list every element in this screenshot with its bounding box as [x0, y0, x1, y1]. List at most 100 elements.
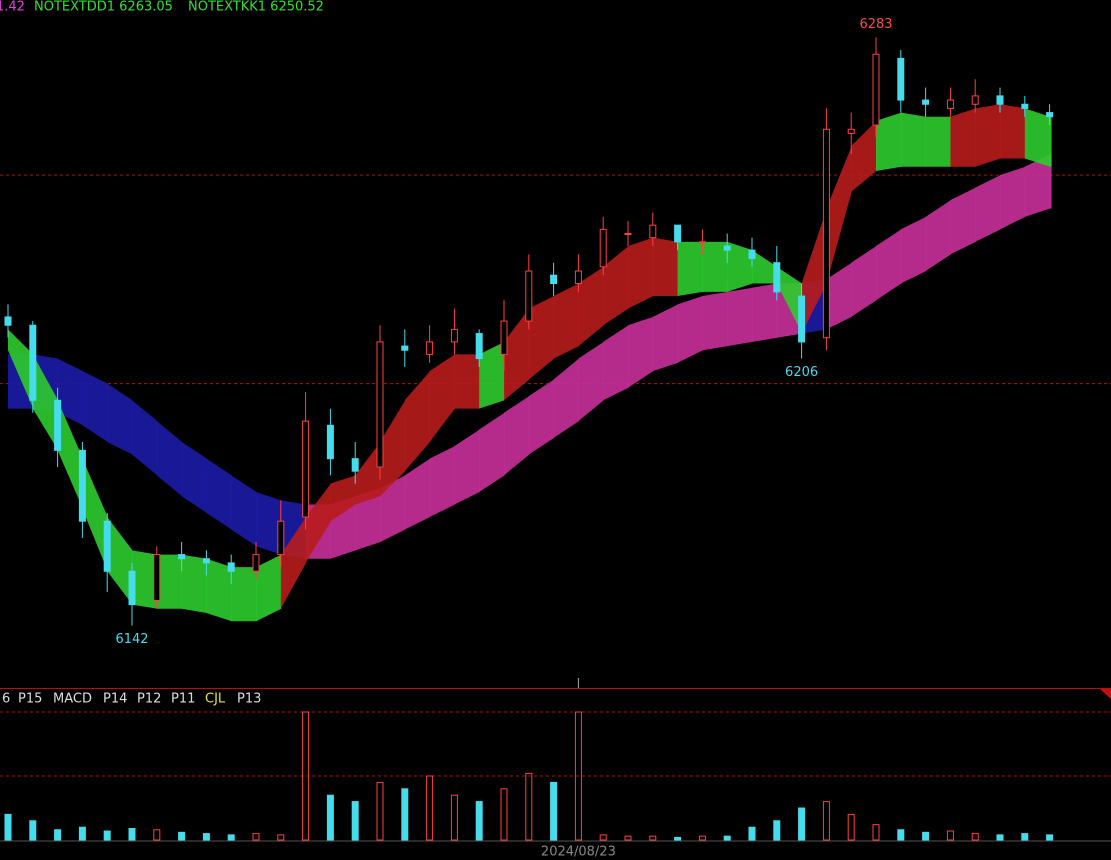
volume-bar: [773, 820, 781, 841]
ribbon-segment: [256, 554, 282, 622]
volume-bar: [227, 834, 235, 841]
ribbon-segment: [8, 329, 34, 409]
tab[interactable]: P15: [18, 692, 42, 707]
ribbon-segment: [578, 341, 604, 422]
candle-body: [178, 554, 186, 560]
ribbon-segment: [206, 458, 232, 530]
ribbon-segment: [702, 241, 728, 292]
ribbon-segment: [280, 517, 307, 609]
ribbon-segment: [132, 400, 158, 476]
ribbon-segment: [553, 358, 579, 438]
volume-bar: [153, 829, 161, 841]
volume-bar: [475, 801, 483, 841]
tab[interactable]: P13: [237, 692, 261, 707]
candle-body: [847, 128, 855, 134]
ribbon-segment: [975, 104, 1001, 167]
ribbon-segment: [776, 266, 803, 334]
candle-body: [29, 324, 37, 401]
candle-body: [1046, 112, 1054, 118]
tab[interactable]: 6: [2, 692, 10, 707]
volume-bar: [351, 801, 359, 841]
volume-bar: [599, 834, 607, 841]
ribbon-segment: [1024, 154, 1051, 217]
volume-bar: [401, 788, 409, 841]
ribbon-segment: [454, 354, 480, 409]
ribbon-segment: [900, 216, 927, 284]
ribbon-segment: [603, 325, 629, 401]
candle-body: [946, 99, 954, 109]
volume-bar: [897, 829, 905, 841]
volume-bar: [103, 830, 111, 841]
candle-body: [599, 228, 607, 268]
volume-bar: [550, 781, 558, 841]
candle-body: [971, 95, 979, 105]
candle-body: [277, 520, 285, 556]
volume-bar: [624, 835, 632, 841]
ribbon-segment: [851, 120, 877, 192]
ribbon-segment: [380, 475, 406, 543]
ribbon-segment: [504, 396, 530, 476]
candle-body: [376, 341, 384, 468]
volume-bar: [649, 835, 657, 841]
candle-body: [773, 262, 781, 293]
volume-bar: [822, 801, 830, 841]
candle-body: [401, 345, 409, 351]
tab[interactable]: CJL: [205, 692, 226, 707]
tab[interactable]: P12: [137, 692, 161, 707]
ribbon-segment: [231, 567, 257, 622]
ribbon-segment: [156, 421, 183, 497]
ribbon-segment: [628, 237, 654, 309]
tab[interactable]: P11: [171, 692, 195, 707]
candle-body: [351, 458, 359, 472]
ribbon-segment: [578, 266, 604, 347]
ribbon-segment: [925, 200, 951, 272]
ribbon-segment: [727, 287, 753, 347]
candle-body: [128, 570, 136, 606]
ribbon-segment: [355, 487, 381, 551]
candle-body: [326, 424, 334, 460]
ribbon-segment: [975, 175, 1001, 242]
volume-bar: [748, 826, 756, 841]
volume-bar: [525, 772, 533, 841]
volume-bar: [29, 820, 37, 841]
ribbon-segment: [1024, 108, 1051, 167]
ribbon-segment: [1049, 154, 1052, 209]
tab[interactable]: P14: [103, 692, 127, 707]
ribbon-segment: [57, 358, 83, 426]
ribbon-segment: [677, 241, 703, 297]
candle-body: [574, 270, 582, 285]
ribbon-segment: [1000, 104, 1026, 159]
tab[interactable]: MACD: [53, 692, 92, 707]
candle-body: [624, 233, 632, 236]
candle-body: [153, 554, 161, 601]
ribbon-segment: [404, 371, 431, 472]
ribbon-segment: [429, 446, 455, 518]
ribbon-segment: [752, 250, 778, 284]
candle-body: [54, 399, 62, 451]
ribbon-segment: [826, 262, 852, 330]
ribbon-segment: [479, 341, 505, 409]
ribbon-segment: [652, 237, 679, 297]
candle-body: [252, 554, 260, 572]
ribbon-segment: [1000, 166, 1026, 230]
header-value: NOTEXTDD1 6263.05: [34, 0, 173, 15]
candle-body: [1021, 103, 1029, 109]
candle-body: [748, 249, 756, 260]
volume-bar: [78, 826, 86, 841]
ribbon-segment: [851, 246, 877, 317]
volume-bar: [500, 788, 508, 841]
ribbon-segment: [206, 558, 232, 622]
ribbon-segment: [330, 475, 356, 522]
ribbon-segment: [950, 108, 976, 167]
volume-bar: [178, 831, 186, 841]
volume-bar: [971, 833, 979, 841]
ribbon-segment: [82, 371, 108, 442]
volume-bar: [426, 775, 434, 841]
volume-bar: [674, 836, 682, 841]
ribbon-segment: [479, 412, 505, 493]
volume-bar: [698, 835, 706, 841]
ribbon-segment: [454, 429, 480, 505]
ribbon-segment: [404, 458, 431, 530]
candle-body: [78, 449, 86, 522]
panel-corner: [1100, 689, 1111, 699]
